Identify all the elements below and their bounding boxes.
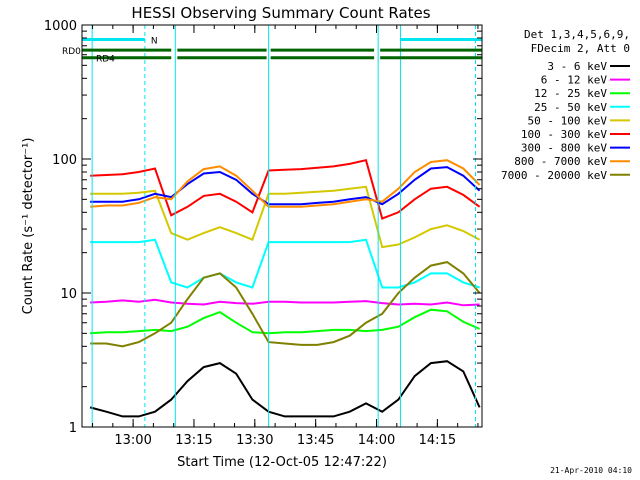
series-line-6 [90,159,481,220]
series-line-9 [90,261,481,348]
y-tick-label-2: 10 [60,287,77,302]
legend-label-5: 50 - 100 keV [528,114,608,127]
legend-header-line-1: Det 1,3,4,5,6,9, [524,28,630,41]
flag-label-n: N [151,36,158,46]
x-axis-label: Start Time (12-Oct-05 12:47:22) [177,455,387,470]
legend-label-4: 25 - 50 keV [534,101,607,114]
flag-label-rd0: RD0 [62,47,81,57]
legend-label-2: 6 - 12 keV [541,74,608,87]
legend-label-6: 100 - 300 keV [521,128,607,141]
legend-label-8: 800 - 7000 keV [514,155,607,168]
x-tick-label-2: 13:15 [175,433,212,448]
series-layer [89,159,481,418]
legend: Det 1,3,4,5,6,9, FDecim 2, Att 0 3 - 6 k… [501,28,630,182]
x-tick-label-1: 13:00 [114,433,151,448]
y-axis-label: Count Rate (s⁻¹ detector⁻¹) [21,138,36,315]
footer-timestamp: 21-Apr-2010 04:10 [550,466,632,475]
x-tick-label-4: 13:45 [297,433,334,448]
annotation-layer: RD0 RD4 N [62,25,482,427]
x-tick-label-6: 14:15 [419,433,456,448]
series-line-2 [90,298,480,307]
chart-title: HESSI Observing Summary Count Rates [131,4,430,22]
series-line-3 [90,308,480,335]
series-line-4 [90,238,480,289]
flag-label-rd4: RD4 [96,55,115,65]
legend-label-9: 7000 - 20000 keV [501,169,607,182]
y-tick-label-1: 1 [69,421,77,436]
legend-label-3: 12 - 25 keV [534,87,607,100]
series-line-1 [89,360,481,418]
axis-layer: 13:00 13:15 13:30 13:45 14:00 14:15 1 10 100 1000 [44,19,482,448]
x-tick-label-5: 14:00 [358,433,395,448]
series-line-7 [90,166,481,206]
legend-header-line-2: FDecim 2, Att 0 [531,42,630,55]
legend-label-7: 300 - 800 keV [521,142,607,155]
series-line-5 [90,185,481,249]
x-tick-label-3: 13:30 [236,433,273,448]
y-tick-label-4: 1000 [44,19,77,34]
y-tick-label-3: 100 [52,153,77,168]
series-line-8 [90,159,481,208]
legend-label-1: 3 - 6 keV [547,60,607,73]
plot-frame [81,24,483,428]
